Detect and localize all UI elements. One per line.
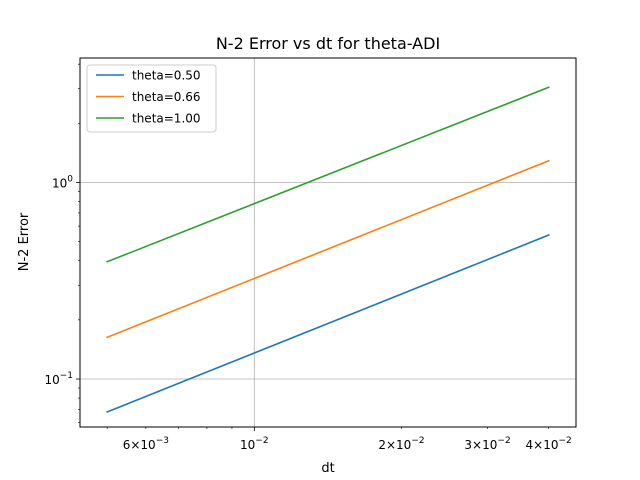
x-tick-label: 3×10−2: [464, 436, 510, 452]
x-tick-label: 2×10−2: [378, 436, 424, 452]
y-axis-label: N-2 Error: [17, 212, 32, 271]
x-tick-labels: 10−2 6×10−3 2×10−2 3×10−2 4×10−2: [123, 436, 572, 452]
y-tick-label: 100: [52, 174, 73, 190]
series-lines: [106, 86, 550, 413]
chart-title: N-2 Error vs dt for theta-ADI: [216, 34, 440, 53]
legend-label: theta=0.66: [132, 90, 201, 104]
x-axis-label: dt: [321, 461, 334, 476]
legend-label: theta=1.00: [132, 112, 201, 126]
x-tick-label: 10−2: [240, 436, 269, 452]
major-ticks: [76, 182, 255, 431]
legend: theta=0.50 theta=0.66 theta=1.00: [86, 64, 217, 133]
legend-entries: theta=0.50 theta=0.66 theta=1.00: [96, 69, 201, 126]
y-tick-labels: 100 10−1: [44, 174, 73, 387]
legend-label: theta=0.50: [132, 69, 201, 83]
legend-box: [86, 64, 217, 133]
x-tick-label: 6×10−3: [123, 436, 169, 452]
series-line-3: [106, 86, 550, 263]
series-line-2: [106, 159, 550, 339]
x-tick-label: 4×10−2: [526, 436, 572, 452]
series-line-1: [106, 234, 550, 413]
y-tick-label: 10−1: [44, 371, 73, 387]
plot-frame: [79, 57, 577, 428]
